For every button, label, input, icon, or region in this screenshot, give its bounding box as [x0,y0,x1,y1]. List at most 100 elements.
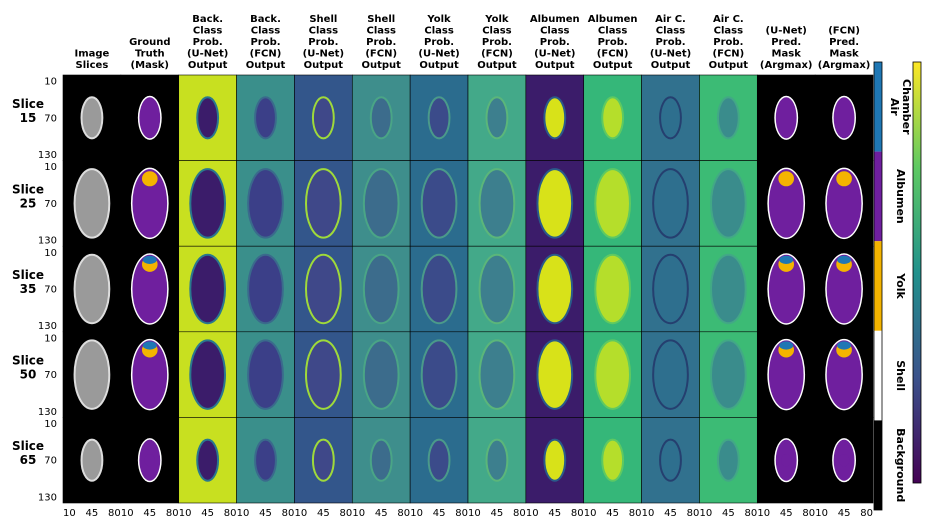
column-header: Prob. [482,37,512,48]
egg-region [190,255,225,323]
row-label: Slice [12,439,44,453]
row-label: Slice [12,354,44,368]
column-header: Prob. [598,37,628,48]
x-tick-label: 80 [860,508,873,519]
egg-region [602,97,623,138]
legend-swatch [874,331,882,421]
egg-region [595,340,630,408]
column-header: Air C. [713,14,744,25]
x-tick-label: 10 [757,508,770,519]
column-header: Albumen [530,14,580,25]
column-header: Class [482,26,511,37]
egg-region [197,97,218,138]
row-label: Slice [12,182,44,196]
egg-region [306,340,341,408]
row-label: 35 [20,282,37,296]
albumen [139,97,160,138]
row-label: Slice [12,97,44,111]
figure: ImageSlices104580GroundTruth(Mask)104580… [0,0,928,522]
egg-region [190,169,225,237]
x-tick-label: 45 [780,508,793,519]
column-header: Albumen [588,14,638,25]
egg-region [711,169,746,237]
y-tick-label: 10 [44,419,57,430]
egg-region [537,340,572,408]
column-header: (Mask) [131,60,169,71]
x-tick-label: 45 [722,508,735,519]
column-header: (FCN) [481,49,513,60]
column-header: Back. [250,14,281,25]
egg-region [537,255,572,323]
column-header: Prob. [655,37,685,48]
egg-region [422,169,457,237]
egg-region [190,340,225,408]
albumen [834,97,855,138]
column-header: Prob. [540,37,570,48]
row-label: 15 [20,111,37,125]
x-tick-label: 10 [526,508,539,519]
y-tick-label: 10 [44,77,57,88]
x-tick-label: 45 [201,508,214,519]
yolk [778,171,794,186]
egg-region [429,440,450,481]
column-header: Ground [129,37,170,48]
column-header: Output [246,60,286,71]
air-chamber [837,256,851,264]
legend-swatch [874,420,882,510]
x-tick-label: 80 [339,508,352,519]
x-tick-label: 45 [375,508,388,519]
column-header: (Argmax) [760,60,813,71]
y-tick-label: 130 [38,407,57,418]
egg-region [487,97,508,138]
yolk [839,454,849,466]
egg-region [197,440,218,481]
column-header: Shell [367,14,395,25]
y-tick-label: 10 [44,162,57,173]
x-tick-label: 80 [166,508,179,519]
probability-colorbar [913,62,921,483]
egg-region [82,440,103,481]
egg-region [248,169,283,237]
egg-region [602,440,623,481]
x-tick-label: 45 [491,508,504,519]
column-header: (U-Net) [766,26,807,37]
x-tick-label: 10 [179,508,192,519]
albumen [776,97,797,138]
x-tick-label: 80 [571,508,584,519]
egg-region [313,440,334,481]
egg-region [429,97,450,138]
egg-region [306,255,341,323]
egg-region [711,255,746,323]
egg-region [364,169,399,237]
legend-swatch [874,62,882,152]
legend-label: Albumen [894,169,907,224]
egg-region [255,440,276,481]
column-header: Output [361,60,401,71]
x-tick-label: 80 [108,508,121,519]
egg-region [544,97,565,138]
egg-region [255,97,276,138]
column-header: Air C. [655,14,686,25]
legend-swatch [874,152,882,242]
y-tick-label: 70 [44,113,57,124]
egg-region [653,340,688,408]
column-header: Class [540,26,569,37]
x-tick-label: 10 [584,508,597,519]
air-chamber [779,341,793,349]
egg-region [480,255,515,323]
column-header: Image [75,49,110,60]
column-header: Class [193,26,222,37]
y-tick-label: 70 [44,370,57,381]
y-tick-label: 10 [44,248,57,259]
egg-region [653,169,688,237]
x-tick-label: 80 [629,508,642,519]
x-tick-label: 80 [282,508,295,519]
yolk [145,454,155,466]
row-label: Slice [12,268,44,282]
x-tick-label: 45 [317,508,330,519]
legend-label: Yolk [894,272,907,299]
x-tick-label: 45 [143,508,156,519]
x-tick-label: 80 [397,508,410,519]
x-tick-label: 10 [815,508,828,519]
column-header: Pred. [829,37,859,48]
